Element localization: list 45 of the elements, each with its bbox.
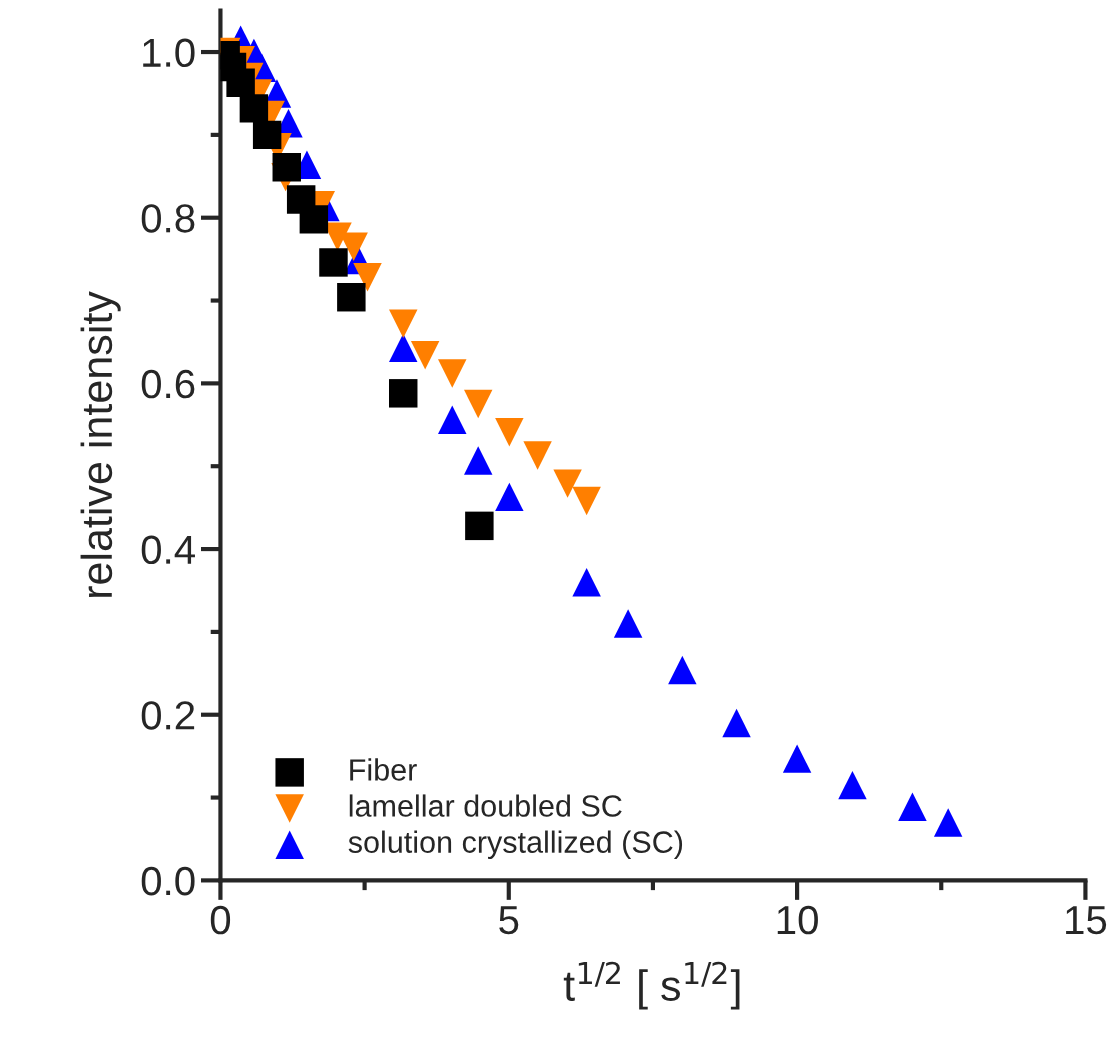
x-tick-label: 5 [499, 906, 519, 935]
point [252, 120, 282, 150]
y-tick-label: 1.0 [143, 38, 195, 68]
point [465, 511, 494, 541]
point [572, 486, 601, 516]
point [337, 283, 366, 312]
point [299, 205, 329, 234]
point [613, 609, 643, 638]
point [463, 446, 493, 475]
point [353, 263, 382, 292]
point [389, 309, 418, 338]
point [389, 379, 418, 408]
y-tick-label: 0.8 [141, 204, 195, 233]
y-tick-label: 0.2 [141, 701, 195, 730]
point [319, 248, 348, 277]
point [553, 469, 582, 498]
point [438, 405, 467, 435]
point [838, 770, 867, 800]
x-tick-label: 10 [777, 905, 818, 935]
point [272, 152, 301, 182]
point [572, 567, 601, 597]
point [933, 808, 963, 837]
y-axis-title: relative intensity [80, 291, 121, 597]
point [239, 94, 269, 123]
point [438, 359, 467, 388]
legend-label: Fiber [350, 758, 417, 781]
y-tick-label: 0.6 [141, 369, 195, 399]
x-axis-title: t$^{1/2}$ [ s$^{1/2}$] [563, 961, 740, 1010]
point [523, 441, 552, 470]
point [495, 418, 524, 447]
y-tick-label: 0.4 [141, 535, 195, 565]
point [463, 389, 493, 419]
legend-label: lamellar doubled SC [349, 794, 622, 817]
text: 0.0 [141, 866, 195, 896]
point [722, 708, 751, 738]
point [495, 482, 524, 512]
point [226, 68, 255, 97]
x-tick-label: 0 [210, 905, 231, 935]
point [668, 655, 697, 685]
point [898, 792, 927, 821]
point [782, 744, 812, 773]
point [389, 333, 418, 362]
legend-label: solution crystallized (SC) [348, 830, 683, 860]
point [410, 340, 440, 370]
x-tick-label: 15 [1066, 906, 1107, 935]
